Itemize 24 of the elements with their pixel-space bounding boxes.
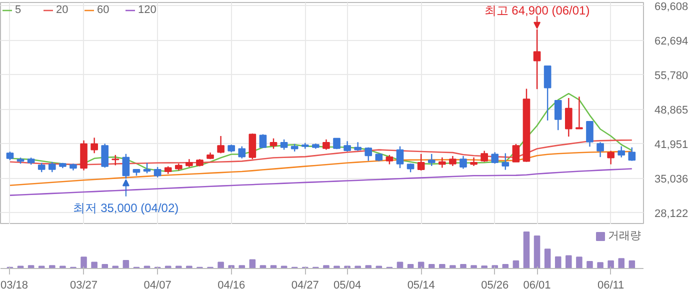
y-tick-label: 55,780 <box>654 70 688 82</box>
x-tick-label: 03/18 <box>0 280 28 289</box>
legend-label: 거래량 <box>608 229 641 243</box>
y-tick-label: 35,036 <box>654 173 688 186</box>
annotation: 최고 64,900 (06/01) <box>484 4 590 18</box>
legend-label: 5 <box>15 4 22 16</box>
legend-label: 120 <box>138 4 158 16</box>
legend-label: 20 <box>56 4 70 16</box>
y-tick-label: 62,694 <box>654 35 688 48</box>
annotation: 최저 35,000 (04/02) <box>73 200 179 215</box>
x-tick-label: 04/27 <box>291 280 319 289</box>
x-tick-label: 05/04 <box>334 280 362 289</box>
legend-label: 60 <box>97 4 110 16</box>
x-tick-label: 06/11 <box>597 280 624 289</box>
y-tick-label: 69,608 <box>654 0 688 13</box>
x-tick-label: 04/16 <box>218 280 246 289</box>
y-tick-label: 41,951 <box>654 138 688 151</box>
x-tick-label: 05/26 <box>481 280 509 289</box>
y-tick-label: 28,122 <box>654 208 688 220</box>
y-tick-label: 48,865 <box>654 104 688 116</box>
x-tick-label: 04/07 <box>144 280 172 289</box>
x-tick-label: 05/14 <box>407 280 435 289</box>
x-tick-label: 03/27 <box>70 280 98 289</box>
x-tick-label: 06/01 <box>523 280 551 289</box>
